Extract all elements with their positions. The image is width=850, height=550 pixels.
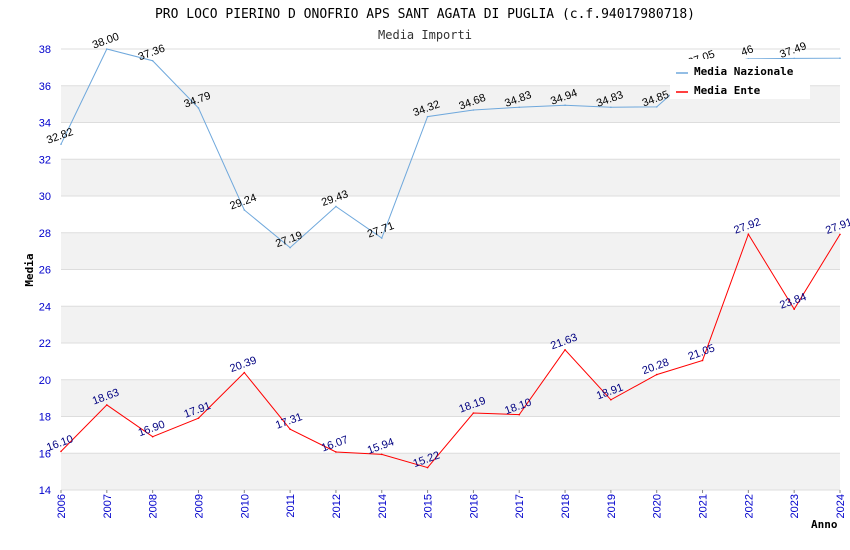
legend: Media Nazionale Media Ente: [670, 59, 810, 99]
data-point-media-nazionale: [243, 209, 246, 211]
x-tick-label: 2007: [102, 494, 114, 518]
data-point-media-nazionale: [380, 237, 383, 239]
data-point-media-ente: [518, 413, 521, 416]
x-tick-label: 2017: [514, 494, 526, 518]
plot-band: [61, 159, 840, 196]
plot-band: [61, 416, 840, 454]
data-point-media-ente: [335, 451, 337, 453]
data-point-media-ente: [106, 404, 108, 406]
plot-band: [61, 306, 840, 343]
x-tick-label: 2014: [377, 494, 389, 518]
y-tick-label: 24: [39, 301, 51, 313]
y-tick-label: 32: [39, 154, 51, 166]
x-tick-label: 2006: [56, 494, 68, 518]
x-tick-label: 2018: [560, 494, 572, 518]
data-point-media-ente: [197, 417, 200, 419]
data-point-media-nazionale: [335, 205, 337, 208]
data-point-media-nazionale: [793, 57, 795, 60]
y-tick-label: 28: [39, 228, 51, 240]
data-point-media-nazionale: [60, 143, 62, 145]
data-point-media-ente: [747, 233, 750, 236]
x-tick-label: 2021: [698, 494, 710, 518]
plot-background: [61, 49, 840, 490]
data-point-media-ente: [564, 348, 566, 351]
legend-label-media-ente: Media Ente: [694, 84, 761, 97]
legend-box: [670, 59, 810, 99]
data-point-media-nazionale: [472, 109, 475, 111]
x-tick-label: 2009: [193, 494, 205, 518]
y-axis-label: Media: [23, 253, 36, 286]
data-point-media-ente: [243, 371, 246, 374]
x-axis-ticks: 2006 2007 2008 2009 2010 2011 2012 2014 2015 2016…: [56, 490, 847, 518]
data-point-media-nazionale: [518, 106, 521, 109]
plot-band: [61, 196, 840, 233]
y-tick-label: 36: [39, 81, 51, 93]
x-tick-label: 2012: [331, 494, 343, 518]
x-tick-label: 2022: [743, 494, 755, 518]
plot-band: [61, 343, 840, 380]
data-point-media-ente: [472, 412, 475, 414]
plot-band: [61, 269, 840, 307]
x-tick-label: 2010: [239, 494, 251, 518]
data-point-media-nazionale: [610, 106, 612, 109]
y-tick-label: 16: [39, 448, 51, 460]
x-tick-label: 2023: [789, 494, 801, 518]
y-tick-label: 26: [39, 265, 51, 277]
y-tick-label: 22: [39, 338, 51, 350]
data-point-media-ente: [426, 466, 429, 469]
plot-band: [61, 379, 840, 417]
data-point-media-ente: [793, 308, 795, 310]
data-point-media-nazionale: [839, 57, 841, 59]
y-tick-label: 20: [39, 375, 51, 387]
y-tick-label: 30: [39, 191, 51, 203]
y-tick-label: 38: [39, 44, 51, 56]
x-tick-label: 2008: [148, 494, 160, 518]
plot-band: [61, 122, 840, 160]
data-point-media-ente: [380, 453, 383, 456]
data-point-media-nazionale: [106, 48, 108, 50]
data-point-media-ente: [701, 359, 704, 362]
data-point-media-nazionale: [151, 59, 154, 62]
data-label-media-nazionale: 46: [740, 43, 756, 58]
chart-subtitle: Media Importi: [378, 28, 472, 42]
data-point-media-nazionale: [564, 104, 566, 107]
data-point-media-ente: [60, 450, 62, 453]
x-tick-label: 2024: [835, 494, 847, 518]
data-point-media-ente: [151, 435, 154, 438]
y-tick-label: 14: [39, 485, 51, 497]
data-point-media-ente: [610, 398, 612, 401]
x-tick-label: 2011: [285, 494, 297, 518]
data-label-media-nazionale: 38.00: [91, 31, 121, 52]
chart-title: PRO LOCO PIERINO D ONOFRIO APS SANT AGAT…: [155, 7, 695, 22]
plot-band: [61, 232, 840, 270]
y-tick-label: 34: [39, 118, 51, 130]
x-tick-label: 2020: [652, 494, 664, 518]
series-line-media-ente: [60, 233, 841, 469]
data-point-media-nazionale: [289, 246, 291, 249]
data-point-media-ente: [839, 233, 841, 236]
plot-band: [61, 453, 840, 490]
data-point-media-ente: [655, 373, 658, 376]
legend-label-media-nazionale: Media Nazionale: [694, 65, 794, 78]
x-tick-label: 2019: [606, 494, 618, 518]
y-tick-label: 18: [39, 412, 51, 424]
x-tick-label: 2015: [423, 494, 435, 518]
grid-lines: [61, 48, 840, 491]
data-point-media-nazionale: [426, 115, 429, 118]
data-point-media-ente: [289, 428, 291, 430]
y-axis-ticks: 14 16 18 20 22 24 26 28 30 32 34 36 38: [39, 44, 51, 497]
data-point-media-nazionale: [197, 107, 200, 109]
data-point-media-nazionale: [655, 106, 658, 108]
x-axis-label: Anno: [811, 518, 838, 531]
x-tick-label: 2016: [468, 494, 480, 518]
